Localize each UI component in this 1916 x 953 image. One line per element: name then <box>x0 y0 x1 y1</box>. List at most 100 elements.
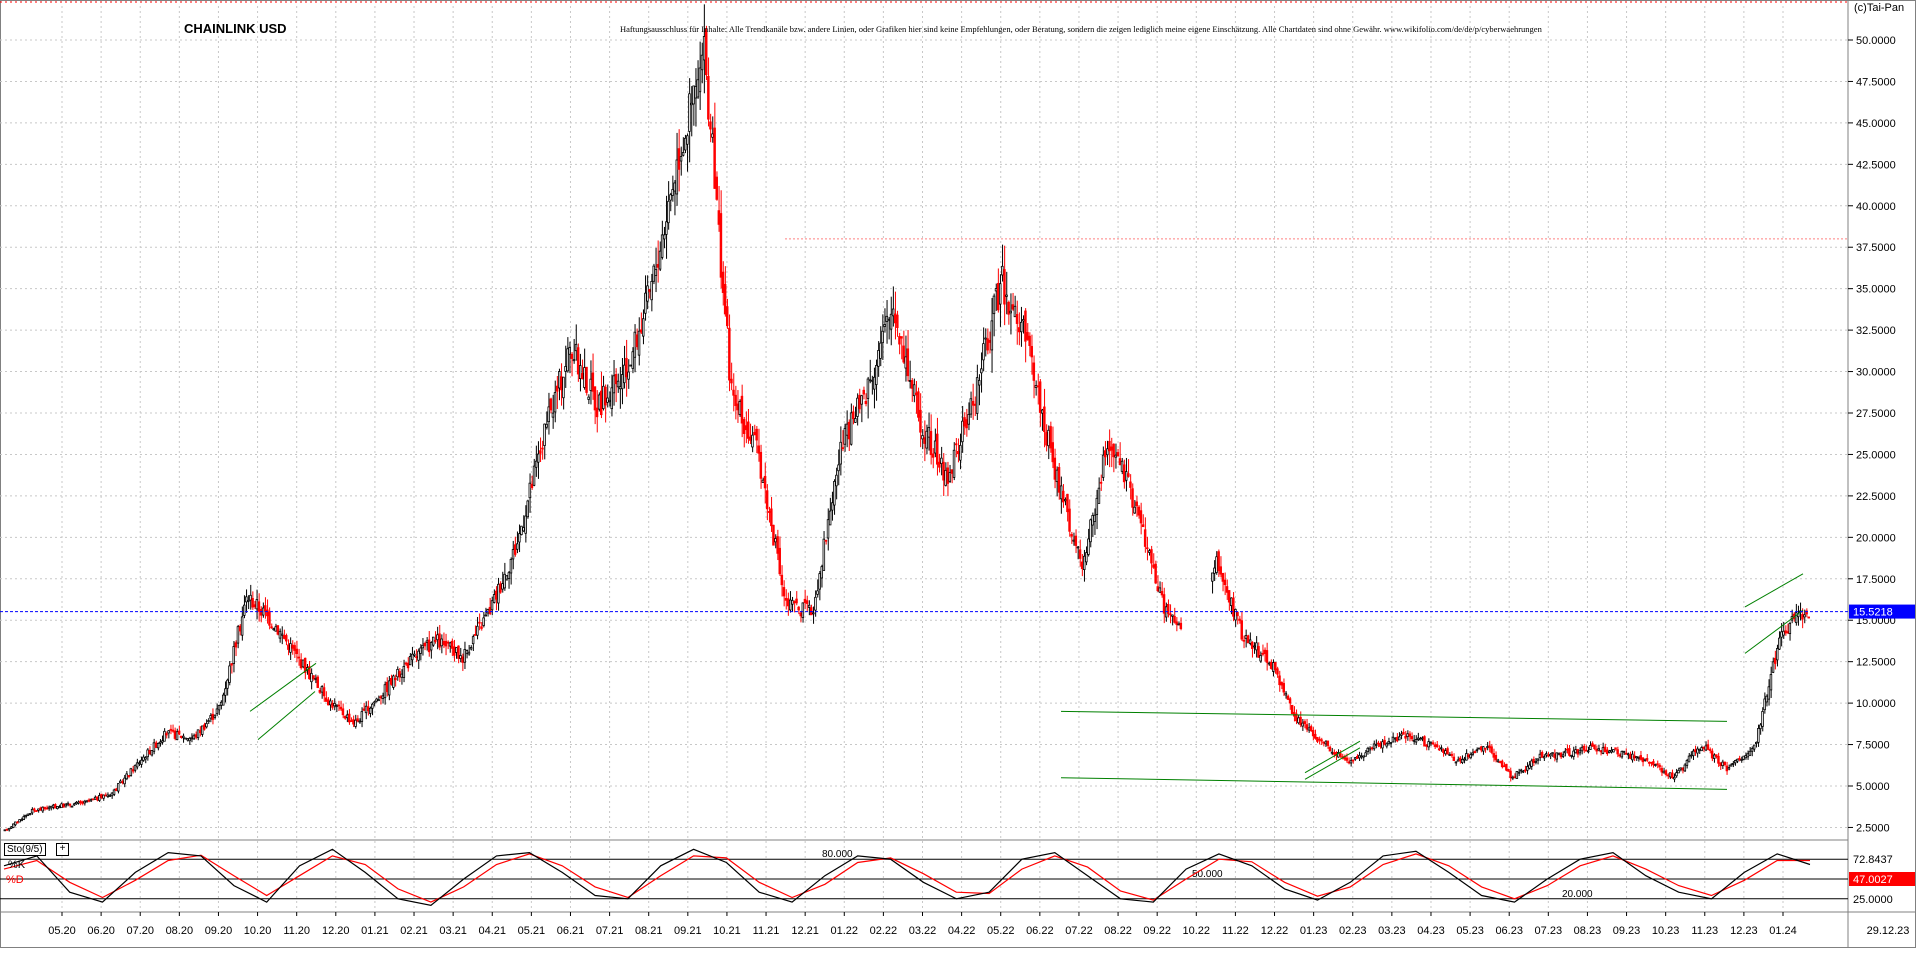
candle-body <box>60 803 63 809</box>
candle-body <box>1587 750 1590 753</box>
candle-body <box>845 423 849 436</box>
y-tick-label: 42.5000 <box>1856 159 1896 171</box>
candle-body <box>1456 759 1460 762</box>
candle-body <box>226 679 229 689</box>
candle-body <box>1752 744 1756 750</box>
candle-body <box>912 384 916 397</box>
candle-body <box>1446 748 1449 755</box>
candle-body <box>747 421 750 439</box>
candle-body <box>1036 385 1040 388</box>
candle-body <box>1435 744 1439 748</box>
candle-body <box>1784 630 1787 634</box>
candle-body <box>1635 756 1638 759</box>
candle-body <box>1517 771 1521 774</box>
candle-body <box>406 662 410 669</box>
candle-body <box>862 389 865 395</box>
candle-body <box>1578 750 1582 754</box>
candle-body <box>117 783 120 792</box>
x-tick-label: 04.23 <box>1417 925 1445 937</box>
candle-body <box>1211 572 1214 582</box>
candle-body <box>1725 765 1729 772</box>
copyright-text: (c)Tai-Pan <box>1854 2 1905 14</box>
candle-body <box>902 345 905 363</box>
candle-body <box>62 803 65 808</box>
candle-body <box>677 148 681 170</box>
candle-body <box>847 421 851 440</box>
candle-body <box>194 734 198 738</box>
candle-body <box>1259 655 1262 662</box>
candle-body <box>18 819 21 823</box>
candle-body <box>856 397 859 417</box>
x-tick-label: 12.22 <box>1261 925 1289 937</box>
candle-body <box>1526 766 1529 771</box>
candle-body <box>1715 754 1718 757</box>
candle-body <box>457 645 460 659</box>
candle-body <box>1668 772 1672 778</box>
candle-body <box>576 347 580 375</box>
candle-body <box>1689 754 1693 757</box>
candle-body <box>106 794 109 797</box>
candle-body <box>585 366 588 393</box>
candle-body <box>522 527 525 532</box>
candle-body <box>1645 758 1649 761</box>
stochastic-level-label: 80.000 <box>822 849 853 860</box>
candle-body <box>3 829 7 832</box>
candle-body <box>398 671 401 678</box>
candle-body <box>266 609 269 617</box>
x-tick-label: 08.21 <box>635 925 663 937</box>
candle-body <box>492 594 496 603</box>
expand-plus-icon[interactable]: + <box>56 843 69 856</box>
candle-body <box>986 338 989 351</box>
candle-body <box>1637 756 1640 759</box>
candle-body <box>1687 755 1691 763</box>
candle-body <box>1553 753 1556 758</box>
y-tick-label: 22.5000 <box>1856 491 1896 503</box>
candle-body <box>350 720 353 723</box>
candle-body <box>1412 739 1416 742</box>
candle-body <box>452 646 456 656</box>
candle-body <box>1101 454 1105 478</box>
candle-body <box>400 673 403 678</box>
candle-body <box>110 792 114 797</box>
candle-body <box>999 283 1002 305</box>
candle-body <box>289 643 292 653</box>
candle-body <box>448 642 452 647</box>
candle-body <box>1379 743 1382 747</box>
candle-body <box>509 558 513 574</box>
candle-body <box>570 353 574 359</box>
candle-body <box>826 519 830 539</box>
candle-body <box>150 749 154 756</box>
candle-body <box>1671 772 1674 779</box>
indicator-name-button[interactable]: Sto(9/5) <box>4 843 46 856</box>
candle-body <box>532 465 536 486</box>
candle-body <box>402 666 406 678</box>
candle-body <box>1782 630 1785 636</box>
candle-body <box>163 730 166 742</box>
x-tick-label: 04.22 <box>948 925 976 937</box>
candle-body <box>104 794 107 797</box>
candle-body <box>679 156 683 162</box>
candle-body <box>597 394 601 410</box>
x-tick-label: 05.20 <box>48 925 76 937</box>
x-tick-label: 08.20 <box>166 925 194 937</box>
candle-body <box>1584 749 1588 752</box>
candle-body <box>1049 426 1052 449</box>
candle-body <box>356 718 359 722</box>
candle-body <box>1251 641 1254 649</box>
candle-body <box>455 647 458 653</box>
candle-body <box>192 735 196 740</box>
candle-body <box>791 600 794 605</box>
candle-body <box>471 636 475 645</box>
candle-body <box>276 625 280 635</box>
candle-body <box>1694 749 1697 753</box>
candle-body <box>900 336 903 339</box>
candle-body <box>146 749 149 758</box>
candle-body <box>1349 760 1353 764</box>
candle-body <box>14 821 17 826</box>
candle-body <box>992 295 996 315</box>
candle-body <box>1215 556 1218 573</box>
candle-body <box>1072 539 1075 542</box>
candle-body <box>1112 443 1115 458</box>
candle-body <box>144 757 147 760</box>
candle-body <box>665 221 668 235</box>
